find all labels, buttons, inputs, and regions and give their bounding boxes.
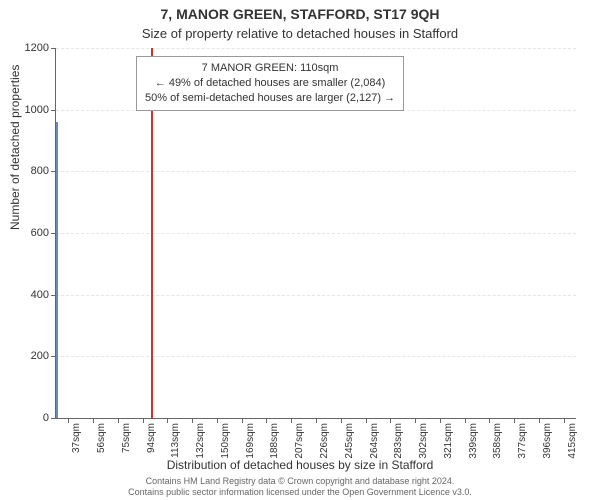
x-tick-mark [415,418,416,423]
x-tick-mark [514,418,515,423]
address-title: 7, MANOR GREEN, STAFFORD, ST17 9QH [0,6,600,22]
x-tick-mark [118,418,119,423]
histogram-bar [56,416,58,418]
y-tick-label: 1000 [9,104,49,116]
grid-line [56,356,576,357]
x-tick-mark [143,418,144,423]
y-tick-mark [51,110,56,111]
x-tick-mark [192,418,193,423]
grid-line [56,171,576,172]
y-axis-label: Number of detached properties [8,65,22,230]
grid-line [56,48,576,49]
y-tick-label: 200 [9,350,49,362]
y-tick-label: 400 [9,289,49,301]
figure-container: 7, MANOR GREEN, STAFFORD, ST17 9QH Size … [0,0,600,500]
y-tick-label: 0 [9,412,49,424]
x-tick-mark [266,418,267,423]
x-tick-mark [316,418,317,423]
x-tick-mark [366,418,367,423]
x-tick-mark [440,418,441,423]
x-tick-mark [167,418,168,423]
x-tick-mark [93,418,94,423]
annotation-box: 7 MANOR GREEN: 110sqm← 49% of detached h… [136,56,404,111]
y-tick-label: 800 [9,165,49,177]
annotation-line-3: 50% of semi-detached houses are larger (… [145,91,395,106]
x-tick-mark [291,418,292,423]
annotation-line-1: 7 MANOR GREEN: 110sqm [145,61,395,76]
x-tick-mark [68,418,69,423]
grid-line [56,233,576,234]
x-tick-mark [465,418,466,423]
y-tick-label: 600 [9,227,49,239]
footer-line-2: Contains public sector information licen… [0,487,600,498]
chart-subtitle: Size of property relative to detached ho… [0,26,600,41]
annotation-line-2: ← 49% of detached houses are smaller (2,… [145,76,395,91]
y-tick-mark [51,48,56,49]
x-axis-label: Distribution of detached houses by size … [0,458,600,472]
chart-area: 37sqm56sqm75sqm94sqm113sqm132sqm150sqm16… [55,48,575,418]
footer-attribution: Contains HM Land Registry data © Crown c… [0,476,600,499]
x-tick-mark [539,418,540,423]
grid-line [56,295,576,296]
footer-line-1: Contains HM Land Registry data © Crown c… [0,476,600,487]
plot-region: 37sqm56sqm75sqm94sqm113sqm132sqm150sqm16… [55,48,576,419]
x-tick-mark [390,418,391,423]
x-tick-mark [242,418,243,423]
x-tick-mark [489,418,490,423]
x-tick-mark [341,418,342,423]
y-tick-label: 1200 [9,42,49,54]
y-tick-mark [51,418,56,419]
x-tick-mark [217,418,218,423]
x-tick-mark [564,418,565,423]
